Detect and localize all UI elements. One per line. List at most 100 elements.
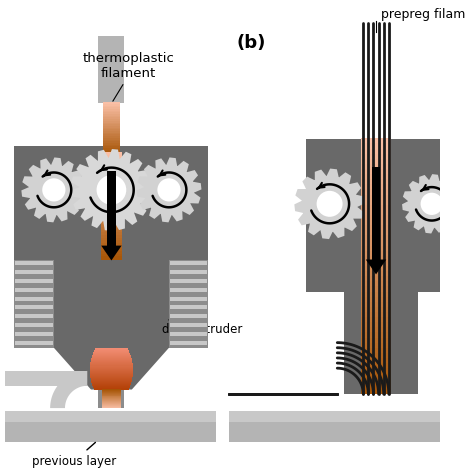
Bar [361, 164, 391, 170]
Bar [361, 236, 391, 241]
Bar [361, 302, 391, 307]
Bar [361, 286, 391, 292]
Bar [101, 240, 122, 244]
Bar [5, 411, 216, 422]
Polygon shape [71, 149, 152, 231]
Bar [99, 36, 124, 103]
Bar [103, 148, 120, 150]
Bar [101, 224, 122, 228]
Bar [101, 171, 122, 174]
Bar [101, 184, 122, 187]
Bar [170, 341, 207, 345]
Bar [90, 370, 133, 371]
Bar [102, 393, 121, 394]
Bar [101, 232, 122, 236]
Bar [103, 112, 120, 115]
Bar [101, 163, 122, 166]
Bar [361, 148, 391, 154]
Bar [170, 332, 207, 336]
Bar [103, 136, 120, 138]
Bar [102, 395, 121, 396]
Bar [361, 307, 391, 312]
Bar [361, 378, 391, 384]
Polygon shape [137, 157, 201, 222]
Bar [102, 390, 121, 392]
Bar [102, 396, 121, 398]
Bar [93, 353, 130, 355]
Text: (b): (b) [237, 34, 266, 52]
Bar [361, 240, 391, 246]
Bar [99, 390, 124, 408]
Bar [101, 182, 122, 185]
Bar [101, 238, 122, 241]
Bar [101, 254, 122, 257]
Bar [103, 128, 120, 130]
Bar [361, 297, 391, 302]
Bar [102, 406, 121, 407]
Bar [95, 349, 128, 350]
Bar [103, 114, 120, 116]
Bar [90, 373, 133, 374]
Bar [361, 337, 391, 343]
Bar [361, 144, 391, 149]
Bar [361, 179, 391, 185]
Bar [361, 373, 391, 379]
Bar [103, 124, 120, 127]
Bar [102, 391, 121, 392]
Bar [102, 401, 121, 402]
Bar [361, 215, 391, 220]
Bar [361, 292, 391, 297]
Bar [101, 158, 122, 161]
Bar [361, 312, 391, 318]
Bar [103, 133, 120, 135]
Bar [361, 282, 391, 287]
Circle shape [317, 191, 343, 217]
Bar [90, 372, 133, 373]
Bar [103, 143, 120, 145]
Bar [91, 382, 131, 384]
Bar [102, 403, 121, 404]
Bar [102, 392, 121, 393]
Bar [361, 184, 391, 190]
Bar [170, 288, 207, 292]
Bar [101, 198, 122, 201]
Bar [94, 350, 128, 351]
Bar [361, 159, 391, 164]
Bar [101, 243, 122, 246]
Bar [90, 367, 133, 369]
Bar [102, 402, 121, 403]
Bar [103, 138, 120, 140]
Bar [170, 314, 207, 318]
Bar [344, 292, 418, 394]
Bar [15, 332, 53, 336]
Bar [361, 322, 391, 328]
Bar [101, 192, 122, 195]
Bar [102, 389, 121, 391]
Polygon shape [21, 157, 86, 222]
Circle shape [157, 178, 181, 201]
Bar [92, 355, 131, 356]
Bar [15, 323, 53, 327]
Text: previous layer: previous layer [32, 442, 117, 467]
Bar [101, 235, 122, 238]
Bar [103, 126, 120, 128]
Bar [101, 168, 122, 172]
Bar [14, 146, 54, 260]
Bar [101, 179, 122, 182]
Bar [361, 271, 391, 277]
Bar [92, 384, 130, 386]
Bar [102, 400, 121, 401]
Bar [15, 341, 53, 345]
Bar [91, 361, 132, 363]
Bar [361, 389, 391, 394]
Bar [170, 305, 207, 310]
Bar [103, 140, 120, 142]
Bar [101, 160, 122, 164]
Bar [90, 366, 133, 368]
Polygon shape [101, 246, 122, 260]
Bar [103, 152, 120, 154]
Bar [101, 256, 122, 260]
Bar [94, 389, 129, 390]
Bar [361, 363, 391, 369]
Bar [102, 404, 121, 405]
